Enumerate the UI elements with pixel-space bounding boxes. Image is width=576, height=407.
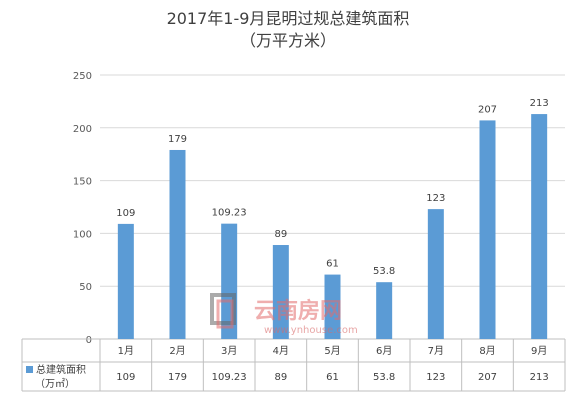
table-value: 89 [274, 372, 287, 383]
table-value: 61 [326, 372, 339, 383]
legend-swatch [26, 366, 33, 373]
x-tick-label: 9月 [531, 345, 547, 357]
y-tick-label: 50 [79, 282, 92, 293]
x-tick-label: 3月 [221, 345, 237, 357]
y-tick-label: 100 [73, 229, 92, 240]
bar [427, 209, 444, 339]
x-tick-label: 7月 [428, 345, 444, 357]
y-tick-label: 150 [73, 177, 92, 188]
table-value: 109 [116, 372, 135, 383]
watermark-brand: 云南房网 [254, 298, 342, 324]
legend-label: 总建筑面积 [36, 363, 86, 376]
x-tick-label: 1月 [118, 345, 134, 357]
data-label: 179 [168, 134, 187, 145]
bar [479, 120, 496, 340]
data-label: 61 [326, 259, 339, 270]
table-value: 53.8 [373, 372, 395, 383]
watermark-logo-inner [216, 299, 234, 329]
watermark-url: www.ynhouse.com [264, 325, 358, 336]
data-label: 109 [116, 208, 135, 219]
table-value: 213 [530, 372, 549, 383]
x-tick-label: 6月 [376, 345, 392, 357]
legend-unit: （万㎡） [35, 378, 75, 390]
table-value: 109.23 [212, 372, 247, 383]
y-tick-label: 0 [86, 335, 92, 346]
data-label: 207 [478, 104, 497, 115]
bar [324, 274, 341, 339]
x-tick-label: 2月 [169, 345, 185, 357]
data-label: 53.8 [373, 266, 395, 277]
chart-subtitle: （万平方米） [239, 31, 336, 50]
data-label: 123 [426, 193, 445, 204]
chart-title: 2017年1-9月昆明过规总建筑面积 [166, 9, 410, 28]
data-label: 109.23 [212, 208, 247, 219]
x-tick-label: 8月 [479, 345, 495, 357]
bar [376, 282, 393, 339]
watermark-logo-frame [210, 293, 236, 325]
data-label: 213 [530, 98, 549, 109]
x-tick-label: 4月 [273, 345, 289, 357]
table-value: 123 [426, 372, 445, 383]
chart-title-block: 2017年1-9月昆明过规总建筑面积 （万平方米） [0, 8, 576, 52]
bar [272, 245, 289, 339]
table-value: 179 [168, 372, 187, 383]
bar [169, 149, 186, 339]
x-tick-label: 5月 [324, 345, 340, 357]
y-tick-label: 250 [73, 71, 92, 82]
y-tick-label: 200 [73, 124, 92, 135]
table-value: 207 [478, 372, 497, 383]
data-label: 89 [274, 229, 287, 240]
bar [531, 114, 548, 340]
bar [117, 223, 134, 339]
